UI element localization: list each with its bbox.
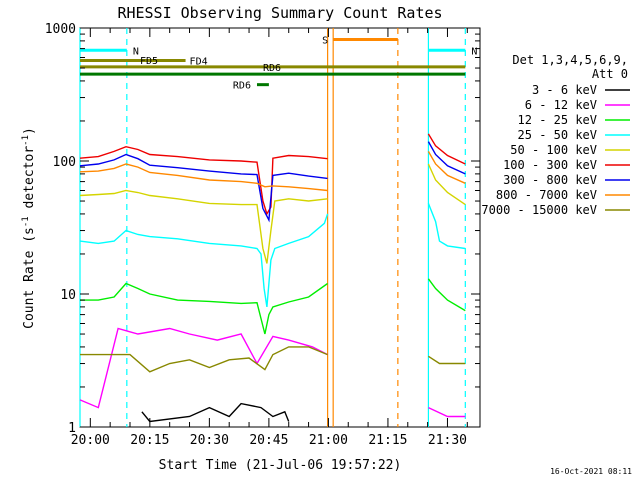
x-tick-label: 21:30 bbox=[428, 433, 467, 448]
plot-border bbox=[79, 27, 481, 428]
y-tick-label: 1000 bbox=[45, 22, 76, 37]
y-tick-label: 10 bbox=[60, 288, 76, 303]
y-tick-label: 1 bbox=[68, 421, 76, 436]
state-bar-label: RD6 bbox=[233, 81, 251, 92]
y-tick-label: 100 bbox=[53, 155, 76, 170]
series-line bbox=[79, 327, 466, 418]
x-tick-label: 21:00 bbox=[309, 433, 348, 448]
y-axis-label-exp2: -1 bbox=[21, 135, 31, 146]
plot-area bbox=[79, 27, 481, 428]
series-line bbox=[79, 141, 466, 223]
time-markers bbox=[79, 28, 466, 427]
x-tick-label: 20:45 bbox=[249, 433, 288, 448]
data-series bbox=[79, 133, 466, 423]
state-bar-label: S bbox=[322, 35, 328, 46]
legend-label: 12 - 25 keV bbox=[518, 113, 597, 127]
x-axis-ticks: 20:00 20:15 20:30 20:45 21:00 21:15 21:30 bbox=[71, 28, 468, 448]
legend-label: 6 - 12 keV bbox=[525, 98, 597, 112]
legend-header-2: Att 0 bbox=[592, 67, 628, 81]
legend-header-1: Det 1,3,4,5,6,9, bbox=[512, 53, 628, 67]
series-line bbox=[79, 163, 466, 264]
legend-label: 100 - 300 keV bbox=[503, 158, 597, 172]
y-axis-ticks: 1 10 100 1000 bbox=[45, 22, 480, 436]
y-axis-label-main: Count Rate (s bbox=[22, 227, 37, 329]
legend-label: 7000 - 15000 keV bbox=[481, 203, 597, 217]
state-bar-label: FD5 bbox=[140, 56, 158, 67]
series-line bbox=[80, 278, 466, 335]
series-line bbox=[79, 133, 466, 216]
y-axis-label-end: ) bbox=[22, 127, 37, 135]
y-axis-label-exp1: -1 bbox=[21, 216, 31, 227]
state-bar-label: RD6 bbox=[263, 63, 281, 74]
series-line bbox=[80, 346, 466, 373]
x-axis-label: Start Time (21-Jul-06 19:57:22) bbox=[159, 458, 402, 473]
x-tick-label: 20:30 bbox=[190, 433, 229, 448]
state-bars: N N FD4 FD5 RD6 RD6 S bbox=[80, 35, 477, 92]
state-bar-label: FD4 bbox=[190, 56, 208, 67]
series-line bbox=[141, 402, 290, 423]
chart-title: RHESSI Observing Summary Count Rates bbox=[117, 4, 442, 22]
legend-label: 300 - 800 keV bbox=[503, 173, 597, 187]
legend-label: 800 - 7000 keV bbox=[496, 188, 597, 202]
generation-timestamp: 16-Oct-2021 08:11 bbox=[550, 467, 632, 476]
y-axis-label-mid: detector bbox=[22, 146, 37, 217]
legend-label: 50 - 100 keV bbox=[510, 143, 597, 157]
y-axis-label: Count Rate (s-1 detector-1) bbox=[21, 127, 37, 329]
state-bar-label: N bbox=[133, 46, 139, 57]
legend-label: 25 - 50 keV bbox=[518, 128, 597, 142]
legend-label: 3 - 6 keV bbox=[532, 83, 597, 97]
series-line bbox=[79, 203, 466, 308]
x-tick-label: 20:15 bbox=[130, 433, 169, 448]
x-tick-label: 20:00 bbox=[71, 433, 110, 448]
series-line bbox=[79, 151, 466, 192]
x-tick-label: 21:15 bbox=[368, 433, 407, 448]
state-bar-label: N bbox=[471, 46, 477, 57]
